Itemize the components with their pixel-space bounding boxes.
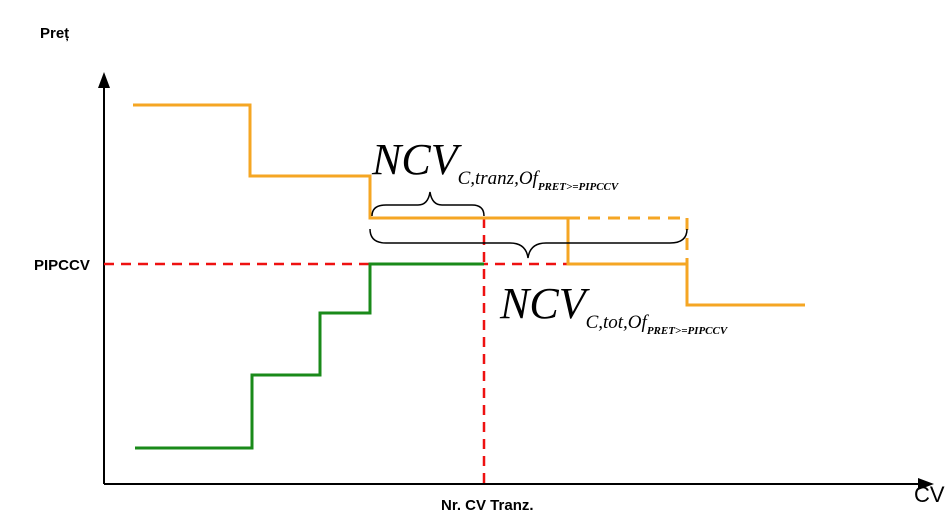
transaction-quantity-label: Nr. CV Tranz.: [441, 497, 534, 514]
y-axis-arrow-icon: [98, 72, 110, 88]
tranz-brace-icon: [371, 191, 485, 217]
offer-curve-dashed-extension: [568, 216, 689, 264]
y-axis-label: Preț: [40, 25, 69, 42]
ncv-tot-label: NCVC,tot,OfPRET>=PIPCCV: [499, 279, 729, 337]
x-axis-label: CV: [914, 482, 945, 507]
x-axis-arrow-icon: [918, 478, 934, 490]
ncv-tranz-label: NCVC,tranz,OfPRET>=PIPCCV: [371, 135, 620, 193]
offer-curve: [133, 103, 805, 307]
demand-curve: [135, 262, 484, 450]
reference-lines: [104, 218, 568, 484]
axes: [103, 80, 926, 485]
tot-brace-icon: [369, 228, 688, 259]
price-level-label: PIPCCV: [34, 257, 90, 274]
